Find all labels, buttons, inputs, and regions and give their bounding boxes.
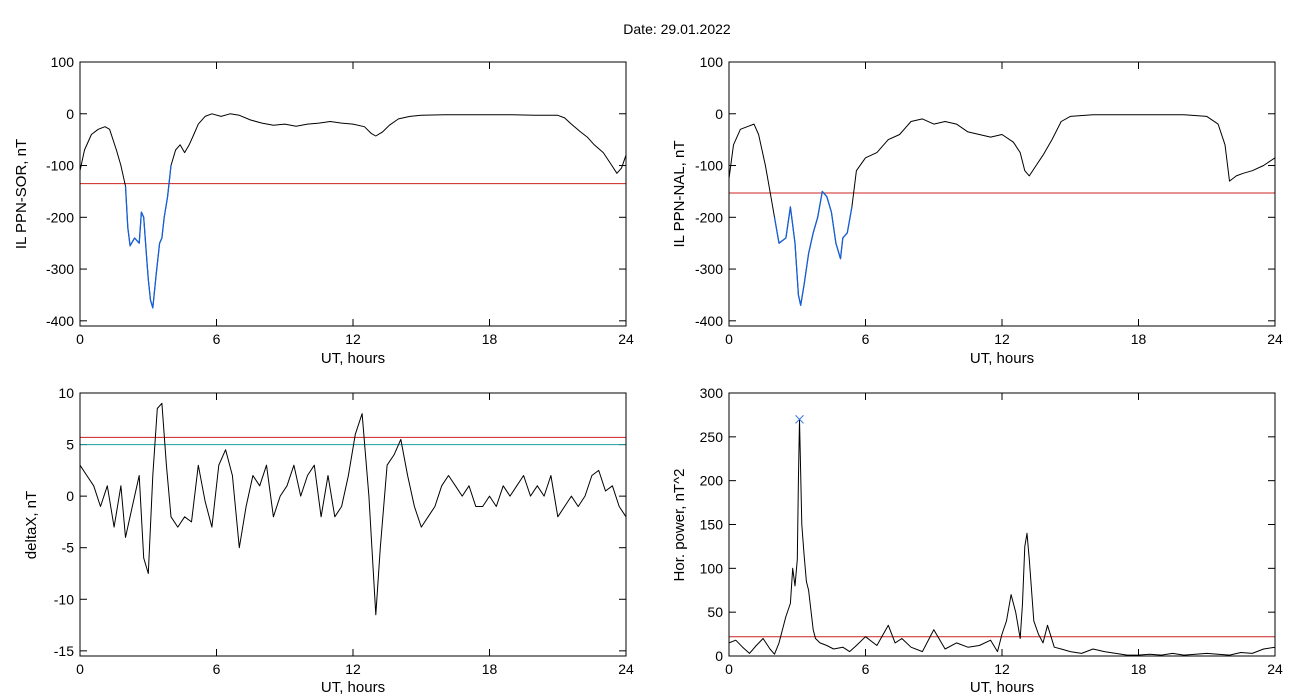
panel-4-ytick-label: 300 <box>700 385 724 401</box>
panel-2-ytick-label: 0 <box>715 106 723 122</box>
panel-4-ytick-label: 200 <box>700 473 724 489</box>
panel-1-ytick-label: 0 <box>66 106 74 122</box>
panel-4-ytick-label: 100 <box>700 560 724 576</box>
panel-2-xtick-label: 0 <box>725 331 733 347</box>
panel-3-ytick-label: -5 <box>62 540 75 556</box>
panel-4-xtick-label: 24 <box>1267 661 1283 677</box>
panel-1-data-layer: 0 6 12 18 24 100 0 -100 -200 -300 -400 <box>46 54 634 347</box>
panel-1-ytick-label: -300 <box>46 261 74 277</box>
panel-4-frame <box>728 392 1276 657</box>
panel-3-ytick-label: -15 <box>54 643 74 659</box>
panel-3-ytick-label: -10 <box>54 591 74 607</box>
panel-3-xtick-label: 0 <box>76 661 84 677</box>
panel-il-ppn-nal: 0 6 12 18 24 100 0 -100 -200 -300 -400 UT, hours I… <box>671 54 1283 367</box>
panel-4-ylabel: Hor. power, nT^2 <box>671 469 688 582</box>
panel-2-xtick-label: 18 <box>1131 331 1147 347</box>
panel-3-data-layer: 0 6 12 18 24 10 5 0 -5 -10 -15 <box>54 385 634 677</box>
panel-2-frame <box>728 61 1276 327</box>
panel-4-xtick-label: 6 <box>862 661 870 677</box>
panel-2-ytick-label: -400 <box>695 313 723 329</box>
panel-2-ytick-label: -300 <box>695 261 723 277</box>
panel-3-xtick-label: 24 <box>618 661 634 677</box>
panel-2-ytick-label: 100 <box>700 54 724 70</box>
panel-2-ytick-label: -200 <box>695 209 723 225</box>
panel-il-ppn-sor: 0 6 12 18 24 100 0 -100 -200 -300 -400 UT, hours I… <box>13 54 634 367</box>
panel-3-ytick-label: 5 <box>66 437 74 453</box>
panel-1-highlight-segment <box>124 165 172 309</box>
panel-3-ytick-label: 0 <box>66 488 74 504</box>
panel-1-xlabel: UT, hours <box>321 350 385 367</box>
panel-1-ytick-label: 100 <box>51 54 75 70</box>
panel-4-ytick-label: 50 <box>707 604 723 620</box>
panel-4-xtick-label: 18 <box>1131 661 1147 677</box>
panel-4-ytick-label: 250 <box>700 429 724 445</box>
panel-3-ytick-label: 10 <box>58 385 74 401</box>
panel-1-frame <box>79 61 627 327</box>
panel-2-xtick-label: 12 <box>994 331 1010 347</box>
panel-deltax: 0 6 12 18 24 10 5 0 -5 -10 -15 UT, hours deltaX, n… <box>23 385 634 696</box>
panel-4-series-line <box>728 418 1276 656</box>
panel-4-xtick-label: 12 <box>994 661 1010 677</box>
panel-3-ylabel: deltaX, nT <box>23 491 40 559</box>
panel-1-xtick-label: 24 <box>618 331 634 347</box>
panel-1-xtick-label: 0 <box>76 331 84 347</box>
panel-2-series-line <box>728 114 1276 306</box>
panel-3-frame <box>79 392 627 657</box>
panel-hor-power: 0 6 12 18 24 300 250 200 150 100 50 0 UT, hours Hor… <box>671 385 1283 696</box>
panel-3-xtick-label: 18 <box>482 661 498 677</box>
panel-2-ytick-label: -100 <box>695 158 723 174</box>
panel-2-xtick-label: 6 <box>862 331 870 347</box>
panel-1-xtick-label: 18 <box>482 331 498 347</box>
panel-3-series-line <box>79 402 627 616</box>
panel-2-ylabel: IL PPN-NAL, nT <box>671 141 688 248</box>
panel-3-xtick-label: 12 <box>345 661 361 677</box>
panel-4-ytick-label: 0 <box>715 648 723 664</box>
panel-1-ylabel: IL PPN-SOR, nT <box>13 139 30 249</box>
panel-3-xlabel: UT, hours <box>321 679 385 696</box>
panel-4-xtick-label: 0 <box>725 661 733 677</box>
figure-title: Date: 29.01.2022 <box>623 21 731 37</box>
panel-1-xtick-label: 6 <box>213 331 221 347</box>
panel-1-ytick-label: -200 <box>46 209 74 225</box>
panel-2-xtick-label: 24 <box>1267 331 1283 347</box>
panel-4-ytick-label: 150 <box>700 517 724 533</box>
panel-4-data-layer: 0 6 12 18 24 300 250 200 150 100 50 0 <box>700 385 1283 677</box>
panel-1-xtick-label: 12 <box>345 331 361 347</box>
panel-2-highlight-segment <box>773 190 853 306</box>
panel-3-xtick-label: 6 <box>213 661 221 677</box>
panel-2-data-layer: 0 6 12 18 24 100 0 -100 -200 -300 -400 <box>695 54 1283 347</box>
panel-4-peak-marker-b <box>795 414 804 424</box>
panel-1-series-line <box>79 113 627 309</box>
panel-2-xlabel: UT, hours <box>970 350 1034 367</box>
panel-1-ytick-label: -100 <box>46 158 74 174</box>
panel-1-ytick-label: -400 <box>46 313 74 329</box>
panel-4-xlabel: UT, hours <box>970 679 1034 696</box>
